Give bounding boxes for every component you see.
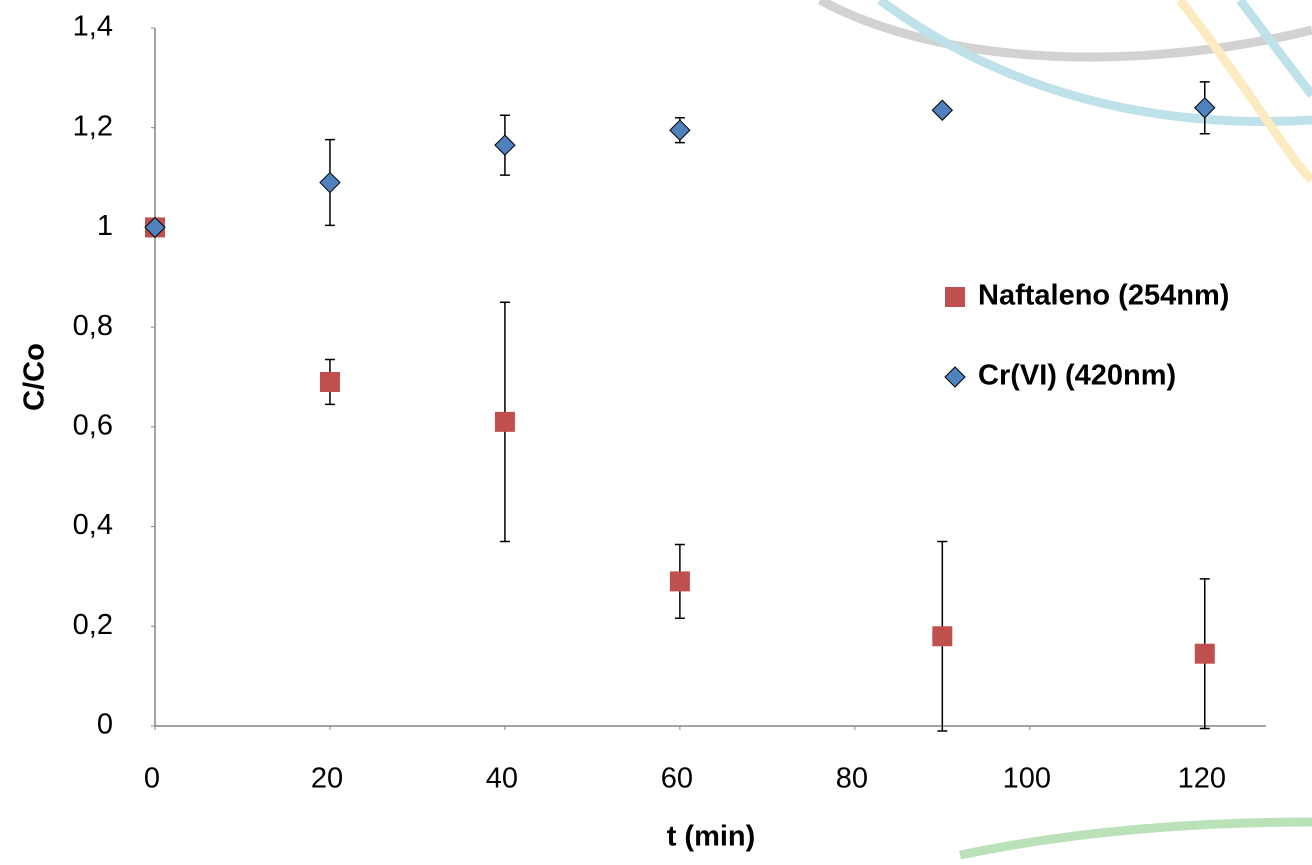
x-tick-label: 20 xyxy=(311,763,343,795)
y-tick-label: 0 xyxy=(97,709,113,741)
data-point xyxy=(494,411,515,432)
data-point xyxy=(494,134,516,156)
data-point xyxy=(144,216,166,239)
legend-label: Naftaleno (254nm) xyxy=(978,280,1229,312)
data-point xyxy=(1194,643,1215,664)
data-point xyxy=(931,99,954,121)
data-point xyxy=(669,571,690,592)
y-tick-label: 0,2 xyxy=(73,609,113,641)
data-point xyxy=(319,171,341,194)
legend-label: Cr(VI) (420nm) xyxy=(978,360,1176,392)
x-tick-label: 60 xyxy=(661,763,693,795)
legend-marker xyxy=(945,287,965,307)
y-tick-label: 0,8 xyxy=(73,310,113,342)
x-tick-label: 0 xyxy=(144,763,160,795)
x-tick-label: 80 xyxy=(836,763,868,795)
x-tick-label: 100 xyxy=(1003,763,1051,795)
y-tick-label: 0,6 xyxy=(73,410,113,442)
x-axis-label: t (min) xyxy=(667,821,756,853)
y-tick-label: 0,4 xyxy=(73,509,113,541)
y-axis-label: C/Co xyxy=(19,343,51,411)
y-tick-label: 1,4 xyxy=(73,11,113,43)
y-tick-label: 1,2 xyxy=(73,110,113,142)
x-tick-label: 40 xyxy=(486,763,518,795)
y-tick-label: 1 xyxy=(97,210,113,242)
legend-marker xyxy=(944,366,966,388)
data-point xyxy=(319,371,340,392)
x-tick-label: 120 xyxy=(1178,763,1226,795)
data-point xyxy=(1194,97,1216,119)
data-point xyxy=(932,626,953,647)
background-decoration xyxy=(817,0,1312,860)
data-point xyxy=(669,119,691,141)
